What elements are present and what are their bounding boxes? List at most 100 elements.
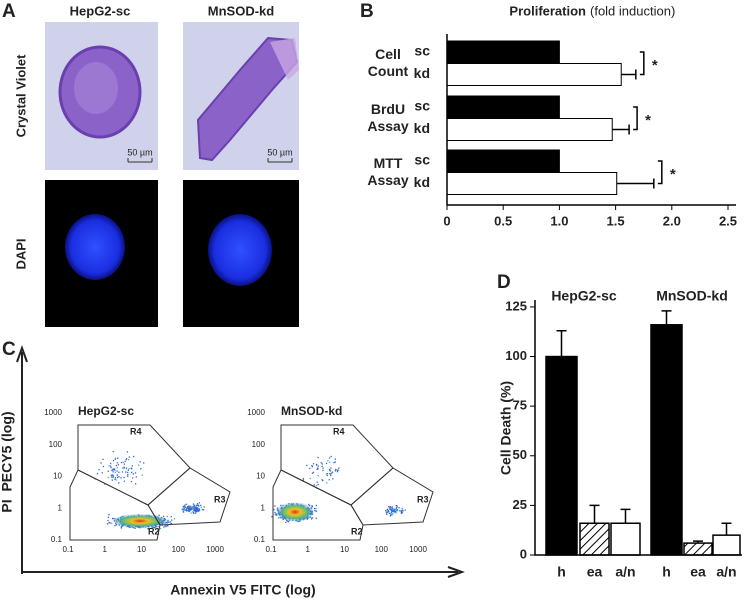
event-dot <box>123 480 126 482</box>
event-dot <box>192 506 194 508</box>
event-dot <box>191 506 193 508</box>
event-dot <box>171 519 173 521</box>
event-dot <box>321 463 323 465</box>
event-dot <box>387 506 390 508</box>
event-dot <box>111 517 114 520</box>
event-dot <box>394 511 397 513</box>
event-dot <box>400 510 403 513</box>
gate-region <box>77 424 191 506</box>
y-tick-label: 125 <box>505 298 527 313</box>
event-dot <box>170 515 172 518</box>
y-tick-label: 1000 <box>247 408 265 417</box>
event-dot <box>189 509 191 511</box>
event-dot <box>159 527 162 530</box>
event-dot <box>114 477 116 479</box>
event-dot <box>169 521 172 523</box>
event-dot <box>393 510 395 512</box>
x-tick-label: a/n <box>716 564 736 580</box>
event-dot <box>308 503 310 506</box>
event-dot <box>117 464 120 466</box>
event-dot <box>193 506 196 508</box>
event-dot <box>334 470 337 472</box>
x-tick-label: 2.5 <box>719 213 737 228</box>
event-dot <box>195 507 197 509</box>
group-label: HepG2-sc <box>551 288 617 304</box>
event-dot <box>325 462 328 465</box>
y-tick-label: 75 <box>513 398 527 413</box>
x-tick-label: 0 <box>443 213 450 228</box>
event-dot <box>192 511 194 513</box>
event-dot <box>114 478 116 481</box>
event-dot <box>198 508 200 510</box>
event-dot <box>386 512 388 514</box>
event-dot <box>328 457 331 459</box>
event-dot <box>315 507 317 510</box>
event-dot <box>110 474 112 476</box>
event-dot <box>123 466 125 468</box>
event-dot <box>165 525 167 528</box>
y-tick-label: 1 <box>58 503 63 512</box>
event-dot <box>98 468 100 471</box>
event-dot <box>196 508 198 510</box>
axis-arrows <box>16 345 465 578</box>
chart-subtitle: (fold induction) <box>590 3 675 18</box>
bar <box>579 522 610 556</box>
bar <box>683 542 713 556</box>
event-dot <box>112 474 114 477</box>
category-label: MTT Assay <box>367 155 409 188</box>
event-dot <box>330 455 332 458</box>
event-dot <box>123 467 126 469</box>
panel-label: C <box>2 339 16 360</box>
event-dot <box>401 508 403 510</box>
event-dot <box>315 484 318 487</box>
event-dot <box>329 473 331 475</box>
x-tick-label: 1.5 <box>607 213 625 228</box>
event-dot <box>192 512 195 514</box>
event-dot <box>147 528 149 530</box>
event-dot <box>198 509 201 511</box>
event-dot <box>302 478 305 480</box>
x-tick-label: 2.0 <box>663 213 681 228</box>
y-tick-label: 50 <box>513 447 527 462</box>
region-label: R4 <box>130 426 142 436</box>
event-dot <box>118 476 120 478</box>
event-dot <box>398 509 401 512</box>
event-dot <box>134 527 136 529</box>
event-dot <box>170 523 173 525</box>
event-dot <box>166 515 169 518</box>
event-dot <box>394 508 396 510</box>
event-dot <box>120 477 122 479</box>
error-bar <box>721 522 732 536</box>
y-tick-label: 0.1 <box>51 535 63 544</box>
x-tick-label: 100 <box>375 545 389 554</box>
event-dot <box>126 475 128 477</box>
event-dot <box>117 457 119 459</box>
x-tick-label: 10 <box>340 545 349 554</box>
bar <box>650 324 683 556</box>
event-dot <box>197 510 200 512</box>
event-dot <box>322 479 324 482</box>
event-dot <box>112 476 114 479</box>
event-dot <box>118 471 120 473</box>
event-dot <box>131 467 133 470</box>
event-dot <box>400 511 403 514</box>
event-dot <box>139 461 141 463</box>
event-dot <box>317 456 319 459</box>
annotation: * <box>652 57 658 74</box>
event-dot <box>186 506 188 509</box>
event-dot <box>311 517 313 519</box>
x-tick-label: 100 <box>172 545 186 554</box>
event-dot <box>332 478 334 480</box>
event-dot <box>310 518 313 520</box>
x-tick-label: ea <box>587 564 603 580</box>
x-axis-label: Annexin V5 FITC (log) <box>170 582 315 598</box>
x-tick-label: h <box>662 564 671 580</box>
event-dot <box>127 469 130 471</box>
event-dot <box>317 474 319 477</box>
event-dot <box>125 458 127 461</box>
event-dot <box>141 474 143 476</box>
event-dot <box>111 469 113 471</box>
event-dot <box>193 506 195 509</box>
event-dot <box>112 459 115 462</box>
